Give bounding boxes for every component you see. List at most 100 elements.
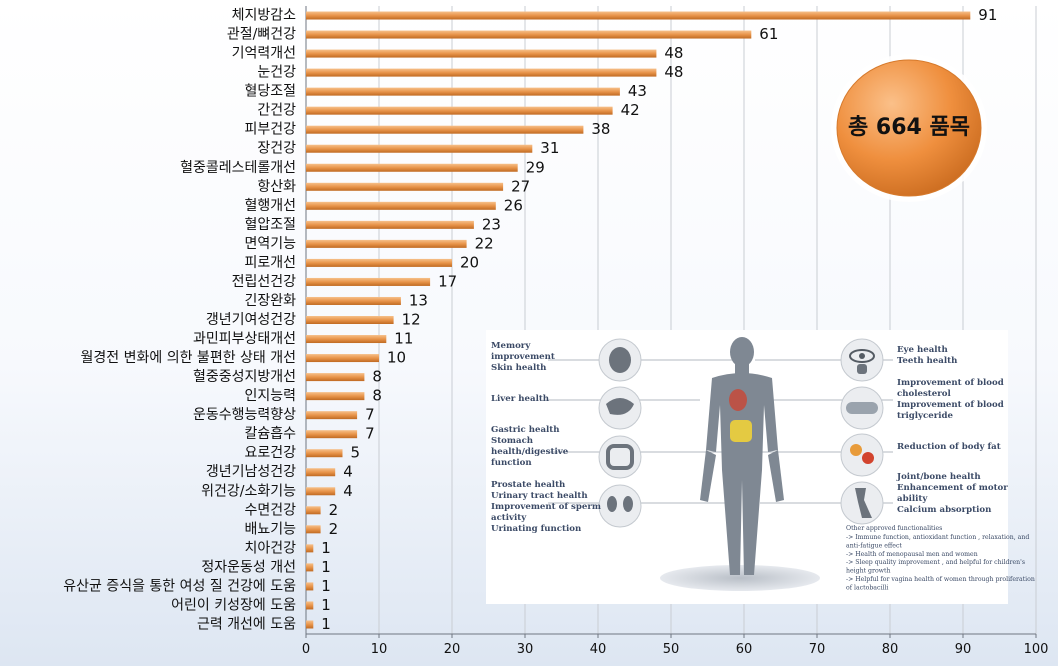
category-label: 눈건강 [257, 65, 296, 81]
value-label: 29 [526, 158, 545, 176]
category-label: 운동수행능력향상 [193, 407, 296, 423]
value-label: 1 [321, 539, 331, 557]
bar [306, 563, 314, 572]
category-label: 월경전 변화에 의한 불편한 상태 개선 [81, 350, 296, 366]
bar [306, 277, 431, 286]
value-label: 23 [482, 215, 501, 233]
x-tick-label: 70 [809, 642, 826, 657]
human-body-icon [700, 337, 784, 575]
inset-other-line: -> Health of menopausal men and women [846, 551, 978, 558]
value-label: 4 [343, 482, 353, 500]
inset-other-line: height growth [846, 568, 890, 575]
bar [306, 49, 657, 58]
bar [306, 487, 336, 496]
category-label: 항산화 [257, 179, 296, 195]
x-tick-label: 80 [882, 642, 899, 657]
x-tick-labels: 0 10 20 30 40 50 60 70 80 90 100 [302, 634, 1049, 657]
value-label: 7 [365, 406, 375, 424]
value-label: 8 [372, 387, 382, 405]
inset-other-line: -> Immune function, antioxidant function… [846, 534, 1029, 541]
category-label: 긴장완화 [244, 293, 296, 309]
x-tick-label: 0 [302, 642, 310, 657]
bar [306, 106, 613, 115]
bar [306, 316, 394, 324]
x-tick-label: 10 [371, 642, 388, 657]
bar [306, 296, 401, 305]
inset-left-label: activity [491, 513, 527, 523]
left-icons [598, 338, 642, 528]
inset-right-label: Teeth health [897, 356, 958, 366]
inset-right-label: Reduction of body fat [897, 442, 1001, 452]
category-label: 치아건강 [244, 540, 296, 556]
inset-right-label: Improvement of blood [897, 400, 1004, 410]
category-label: 전립선건강 [232, 274, 297, 290]
platform-shape [660, 565, 820, 591]
bar [306, 144, 533, 153]
category-label: 장건강 [257, 141, 296, 157]
value-label: 1 [321, 558, 331, 576]
value-label: 12 [402, 311, 421, 329]
bar [306, 335, 387, 344]
bar [306, 430, 358, 439]
category-label: 갱년기여성건강 [206, 312, 296, 328]
value-label: 48 [664, 63, 683, 81]
kidney-icon [607, 496, 633, 512]
bars [306, 11, 971, 629]
inset-right-label: Improvement of blood [897, 378, 1004, 388]
value-label: 4 [343, 463, 353, 481]
category-label: 피로개선 [244, 255, 296, 271]
category-label: 배뇨기능 [244, 521, 296, 537]
bar [306, 68, 657, 77]
inset-right-label: Enhancement of motor [897, 483, 1008, 493]
bar [306, 411, 358, 420]
value-label: 43 [628, 82, 647, 100]
category-label: 피부건강 [244, 122, 296, 138]
bar [306, 582, 314, 591]
value-label: 20 [460, 253, 479, 271]
inset-right-label: Joint/bone health [896, 472, 981, 482]
inset-left-label: Gastric health [491, 425, 560, 435]
value-label: 17 [438, 272, 457, 290]
inset-other-title: Other approved functionalities [846, 525, 942, 532]
x-tick-label: 20 [444, 642, 461, 657]
inset-right-label: Calcium absorption [897, 505, 992, 515]
bar [306, 525, 321, 534]
bar [306, 30, 752, 39]
tooth-icon [857, 364, 867, 374]
liver-icon [606, 398, 634, 415]
inset-right-label: triglyceride [897, 411, 954, 421]
category-label: 갱년기남성건강 [206, 464, 296, 480]
inset-left-label: Memory [491, 341, 531, 351]
value-label: 11 [394, 330, 413, 348]
bar [306, 125, 584, 134]
inset-other-line: -> Helpful for vagina health of women th… [846, 576, 1035, 583]
x-tick-label: 60 [736, 642, 753, 657]
category-label: 혈중중성지방개선 [193, 369, 296, 385]
value-label: 2 [329, 520, 339, 538]
inset-right-label: Eye health [897, 345, 949, 355]
category-label: 근력 개선에 도움 [197, 616, 296, 632]
organ-highlight [729, 389, 752, 442]
bar [306, 392, 365, 401]
value-label: 22 [475, 234, 494, 252]
inset-left-label: Improvement of sperm [491, 502, 601, 512]
bar [306, 239, 467, 248]
inset-left-label: improvement [491, 352, 555, 362]
category-label: 간건강 [257, 103, 296, 119]
bar [306, 163, 518, 172]
bar [306, 11, 971, 20]
bar [306, 620, 314, 629]
x-tick-label: 100 [1024, 642, 1049, 657]
bar [306, 506, 321, 515]
x-tick-label: 40 [590, 642, 607, 657]
value-label: 91 [978, 6, 997, 24]
category-label: 면역기능 [244, 236, 296, 252]
inset-left-label: function [491, 458, 532, 468]
bar [306, 449, 343, 458]
intestine-icon [606, 444, 634, 470]
x-tick-label: 50 [663, 642, 680, 657]
inset-left-label: Urinating function [491, 524, 582, 534]
total-badge: 총 664 품목 [831, 54, 987, 202]
value-label: 42 [621, 101, 640, 119]
category-label: 체지방감소 [232, 8, 297, 24]
